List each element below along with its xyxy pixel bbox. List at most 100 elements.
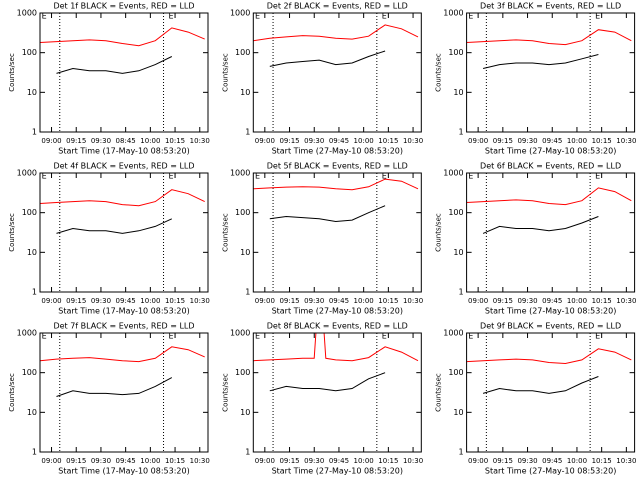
annotation: E [42,172,47,181]
plot-frame [466,172,636,293]
y-tick-label: 1 [459,128,464,137]
y-tick-label: 10 [453,248,463,257]
chart-title: Det 3f BLACK = Events, RED = LLD [480,2,621,11]
x-tick-label: 10:30 [190,137,210,145]
y-tick-label: 1 [32,288,37,297]
x-tick-label: 10:00 [567,137,587,145]
x-tick-label: 09:45 [116,297,136,305]
series-line [466,29,632,46]
x-tick-label: 09:15 [279,297,299,305]
y-tick-label: 1000 [230,329,250,338]
y-tick-label: 1000 [17,329,37,338]
annotation: E [255,332,260,341]
chart-title: Det 1f BLACK = Events, RED = LLD [53,2,194,11]
series-line [269,372,386,392]
annotation: E [168,172,173,181]
chart-title: Det 2f BLACK = Events, RED = LLD [267,2,408,11]
y-tick-label: 100 [448,48,463,57]
chart-title: Det 4f BLACK = Events, RED = LLD [53,162,194,171]
panel: Det 6f BLACK = Events, RED = LLD Start Ti… [435,162,637,316]
series-line [56,56,173,74]
series-line [269,205,386,223]
annotation: E [42,12,47,21]
annotation: E [42,332,47,341]
x-tick-label: 10:15 [592,297,612,305]
x-axis-label: Start Time (27-May-10 08:53:20) [485,467,616,476]
y-axis-label: Counts/sec [8,53,16,92]
series-line [56,377,173,397]
annotation: E [168,332,173,341]
plot-frame [252,332,422,453]
x-tick-label: 10:15 [165,297,185,305]
x-tick-label: 09:45 [329,297,349,305]
x-tick-label: 09:30 [91,297,111,305]
x-tick-label: 09:30 [517,297,537,305]
panel: Det 7f BLACK = Events, RED = LLD Start Ti… [8,322,210,476]
x-tick-label: 10:15 [378,137,398,145]
y-tick-label: 1000 [17,9,37,18]
series-line [39,346,205,363]
x-tick-label: 09:15 [66,297,86,305]
series-line [253,332,419,362]
annotation: E [595,12,600,21]
chart-title: Det 8f BLACK = Events, RED = LLD [267,322,408,331]
x-tick-label: 09:30 [517,137,537,145]
annotation: E [255,172,260,181]
y-tick-label: 100 [235,48,250,57]
y-tick-label: 1 [245,448,250,457]
x-tick-label: 10:00 [140,297,160,305]
y-axis-label: Counts/sec [435,213,443,252]
y-tick-label: 10 [27,408,37,417]
panel: Det 2f BLACK = Events, RED = LLD Start Ti… [221,2,423,156]
plot-frame [466,332,636,453]
chart-title: Det 7f BLACK = Events, RED = LLD [53,322,194,331]
x-tick-label: 09:00 [468,297,488,305]
y-tick-label: 100 [235,208,250,217]
y-axis-label: Counts/sec [8,213,16,252]
x-tick-label: 09:15 [493,297,513,305]
x-axis-label: Start Time (27-May-10 08:53:20) [272,147,403,156]
y-tick-label: 10 [453,88,463,97]
annotation: E [382,172,387,181]
y-tick-label: 10 [27,248,37,257]
x-axis-label: Start Time (17-May-10 08:53:20) [58,147,189,156]
x-tick-label: 09:30 [304,457,324,465]
y-axis-label: Counts/sec [221,53,229,92]
x-tick-label: 09:00 [41,457,61,465]
series-line [39,27,205,47]
y-axis-label: Counts/sec [435,373,443,412]
x-axis-label: Start Time (27-May-10 08:53:20) [485,147,616,156]
annotation: E [595,332,600,341]
series-line [39,189,205,207]
x-tick-label: 08:45 [116,137,136,145]
y-tick-label: 1000 [17,169,37,178]
y-tick-label: 1000 [443,9,463,18]
annotation: E [382,12,387,21]
x-tick-label: 10:30 [616,297,636,305]
x-tick-label: 09:00 [468,457,488,465]
x-tick-label: 10:00 [354,457,374,465]
x-tick-label: 10:15 [165,137,185,145]
y-axis-label: Counts/sec [221,373,229,412]
annotation: E [168,12,173,21]
x-tick-label: 10:15 [165,457,185,465]
y-axis-label: Counts/sec [8,373,16,412]
series-line [482,54,599,69]
x-tick-label: 09:30 [517,457,537,465]
x-tick-label: 09:15 [66,457,86,465]
chart-title: Det 5f BLACK = Events, RED = LLD [267,162,408,171]
y-tick-label: 10 [27,88,37,97]
y-tick-label: 1000 [230,169,250,178]
x-tick-label: 10:30 [190,297,210,305]
y-tick-label: 100 [22,368,37,377]
plot-frame [252,172,422,293]
y-tick-label: 100 [22,208,37,217]
panel: Det 8f BLACK = Events, RED = LLD Start Ti… [221,322,423,476]
panel: Det 4f BLACK = Events, RED = LLD Start Ti… [8,162,210,316]
x-axis-label: Start Time (17-May-10 08:53:20) [58,307,189,316]
series-line [253,24,419,42]
x-tick-label: 09:00 [255,457,275,465]
series-line [482,216,599,234]
y-axis-label: Counts/sec [221,213,229,252]
